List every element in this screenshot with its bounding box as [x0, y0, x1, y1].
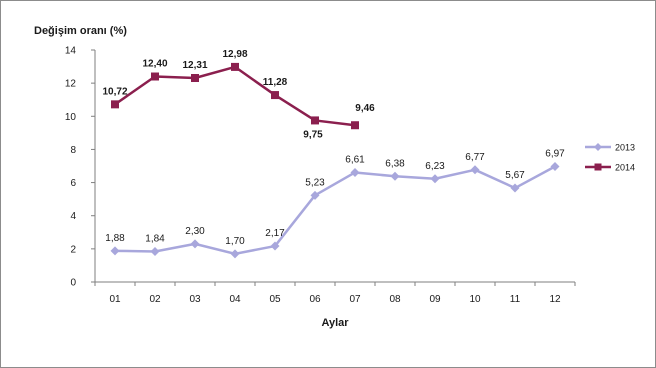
x-tick-label: 06: [309, 294, 321, 305]
series-2014: 10,72 12,40 12,31 12,98 11,28 9,75 9,46: [102, 49, 375, 141]
data-point: [550, 161, 560, 171]
y-tick-label: 0: [70, 278, 76, 289]
x-tick-label: 12: [549, 294, 561, 305]
data-label: 12,31: [182, 60, 207, 71]
data-label: 6,61: [345, 154, 365, 165]
data-label: 1,88: [105, 233, 125, 244]
y-tick-label: 4: [70, 211, 76, 222]
y-axis-title: Değişim oranı (%): [34, 25, 127, 37]
legend-label: 2013: [615, 143, 635, 153]
data-point: [230, 249, 240, 259]
data-point: [350, 167, 360, 177]
data-label: 12,98: [222, 49, 247, 60]
x-tick-label: 01: [109, 294, 121, 305]
legend-marker: [594, 143, 602, 151]
x-tick-label: 03: [189, 294, 201, 305]
series-group: 1,88 1,84 2,30 1,70 2,17 5,23 6,61 6,38 6,23 6,77…: [102, 49, 565, 259]
data-point: [191, 74, 199, 83]
data-point: [310, 190, 320, 200]
data-label: 1,70: [225, 236, 245, 247]
x-tick-label: 08: [389, 294, 401, 305]
data-label: 12,40: [142, 59, 167, 70]
y-tick-label: 10: [65, 112, 77, 123]
legend-marker: [594, 163, 602, 171]
data-point: [231, 62, 239, 71]
data-label: 11,28: [263, 77, 288, 88]
y-tick-label: 2: [70, 244, 76, 255]
y-ticks: 0 2 4 6 8 10 12 14: [65, 46, 95, 289]
x-ticks: 01 02 03 04 05 06 07 08 09 10 11 12: [94, 282, 576, 305]
data-point: [351, 121, 359, 130]
data-point: [270, 241, 280, 251]
data-point: [311, 116, 319, 125]
x-tick-label: 07: [349, 294, 361, 305]
y-tick-label: 6: [70, 178, 76, 189]
y-tick-label: 12: [65, 79, 77, 90]
data-point: [150, 247, 160, 257]
legend: 2013 2014: [585, 143, 635, 173]
data-point: [111, 100, 119, 109]
series-line-2013: [114, 165, 556, 256]
data-point: [190, 239, 200, 249]
data-point: [510, 183, 520, 193]
data-point: [430, 174, 440, 184]
y-tick-label: 8: [70, 145, 76, 156]
legend-entry-2014: 2014: [585, 163, 635, 173]
x-tick-label: 10: [469, 294, 481, 305]
data-label: 6,97: [545, 148, 565, 159]
data-label: 6,38: [385, 158, 405, 169]
x-tick-label: 05: [269, 294, 281, 305]
x-tick-label: 09: [429, 294, 441, 305]
y-tick-label: 14: [65, 46, 77, 57]
data-label: 9,46: [355, 103, 375, 114]
x-tick-label: 11: [510, 294, 521, 305]
data-label: 2,17: [265, 228, 285, 239]
data-point: [470, 165, 480, 175]
data-label: 1,84: [145, 234, 165, 245]
data-point: [390, 171, 400, 181]
data-label: 10,72: [102, 86, 127, 97]
series-2013: 1,88 1,84 2,30 1,70 2,17 5,23 6,61 6,38 6,23 6,77…: [105, 148, 565, 259]
x-tick-label: 02: [149, 294, 161, 305]
data-label: 5,23: [305, 177, 325, 188]
legend-label: 2014: [615, 163, 635, 173]
data-label: 5,67: [505, 170, 525, 181]
data-point: [271, 91, 279, 100]
data-label: 9,75: [303, 129, 323, 140]
data-point: [110, 246, 120, 256]
data-label: 6,23: [425, 161, 445, 172]
data-point: [151, 72, 159, 81]
data-label: 6,77: [465, 152, 485, 163]
data-label: 2,30: [185, 226, 205, 237]
x-tick-label: 04: [229, 294, 241, 305]
x-axis-title: Aylar: [321, 317, 349, 329]
legend-entry-2013: 2013: [585, 143, 635, 153]
